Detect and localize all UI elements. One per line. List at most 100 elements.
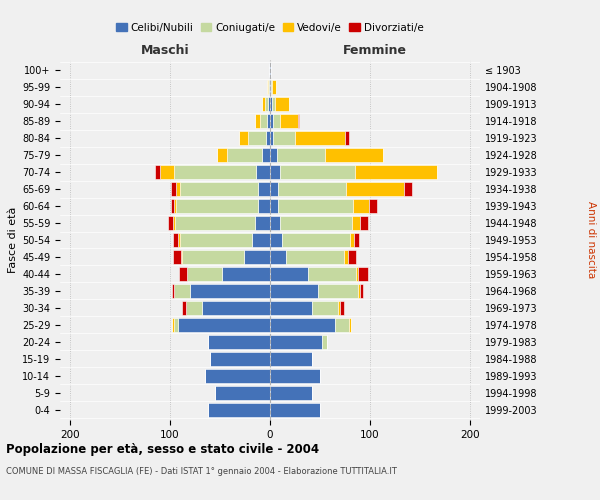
- Text: Maschi: Maschi: [140, 44, 190, 57]
- Bar: [270, 132, 273, 145]
- Bar: [255, 216, 270, 230]
- Bar: [358, 284, 360, 298]
- Bar: [258, 199, 270, 213]
- Bar: [270, 335, 322, 348]
- Bar: [239, 132, 248, 145]
- Bar: [215, 386, 270, 400]
- Bar: [208, 335, 270, 348]
- Bar: [345, 132, 349, 145]
- Bar: [269, 64, 270, 77]
- Bar: [278, 182, 346, 196]
- Bar: [222, 267, 270, 281]
- Bar: [178, 233, 180, 247]
- Bar: [262, 148, 270, 162]
- Text: Femmine: Femmine: [343, 44, 407, 57]
- Bar: [338, 301, 340, 314]
- Bar: [173, 250, 181, 264]
- Bar: [272, 80, 276, 94]
- Bar: [182, 301, 186, 314]
- Bar: [270, 386, 312, 400]
- Bar: [248, 132, 266, 145]
- Text: COMUNE DI MASSA FISCAGLIA (FE) - Dati ISTAT 1° gennaio 2004 - Elaborazione TUTTI: COMUNE DI MASSA FISCAGLIA (FE) - Dati IS…: [6, 468, 397, 476]
- Bar: [174, 284, 190, 298]
- Bar: [280, 166, 355, 179]
- Bar: [271, 80, 272, 94]
- Bar: [270, 148, 277, 162]
- Bar: [270, 114, 273, 128]
- Y-axis label: Fasce di età: Fasce di età: [8, 207, 18, 273]
- Bar: [273, 114, 280, 128]
- Bar: [277, 148, 325, 162]
- Bar: [270, 369, 320, 382]
- Bar: [174, 166, 256, 179]
- Bar: [173, 233, 178, 247]
- Bar: [348, 250, 356, 264]
- Bar: [155, 166, 160, 179]
- Bar: [280, 216, 352, 230]
- Bar: [190, 284, 270, 298]
- Bar: [265, 98, 268, 111]
- Bar: [369, 199, 377, 213]
- Bar: [355, 166, 437, 179]
- Bar: [186, 301, 202, 314]
- Bar: [252, 233, 270, 247]
- Bar: [208, 403, 270, 416]
- Bar: [344, 250, 348, 264]
- Bar: [322, 335, 327, 348]
- Bar: [179, 267, 187, 281]
- Bar: [278, 199, 353, 213]
- Bar: [176, 199, 258, 213]
- Bar: [227, 148, 262, 162]
- Bar: [270, 318, 335, 332]
- Bar: [174, 318, 178, 332]
- Bar: [280, 114, 298, 128]
- Bar: [308, 267, 356, 281]
- Bar: [318, 284, 358, 298]
- Bar: [354, 233, 359, 247]
- Bar: [270, 284, 318, 298]
- Bar: [172, 284, 174, 298]
- Bar: [335, 318, 349, 332]
- Bar: [340, 301, 344, 314]
- Bar: [182, 250, 244, 264]
- Bar: [270, 166, 280, 179]
- Bar: [262, 98, 265, 111]
- Text: Anni di nascita: Anni di nascita: [586, 202, 596, 278]
- Bar: [273, 132, 295, 145]
- Bar: [270, 199, 278, 213]
- Bar: [174, 199, 176, 213]
- Bar: [358, 267, 368, 281]
- Bar: [275, 98, 289, 111]
- Bar: [349, 318, 351, 332]
- Bar: [352, 216, 360, 230]
- Bar: [404, 182, 412, 196]
- Bar: [360, 216, 368, 230]
- Bar: [270, 64, 271, 77]
- Bar: [160, 166, 174, 179]
- Bar: [176, 182, 180, 196]
- Bar: [171, 199, 174, 213]
- Bar: [260, 114, 267, 128]
- Bar: [270, 216, 280, 230]
- Bar: [350, 233, 354, 247]
- Bar: [255, 114, 260, 128]
- Bar: [270, 233, 282, 247]
- Bar: [181, 250, 182, 264]
- Bar: [270, 403, 320, 416]
- Bar: [269, 80, 270, 94]
- Bar: [178, 318, 270, 332]
- Bar: [346, 182, 404, 196]
- Bar: [180, 233, 252, 247]
- Bar: [270, 250, 286, 264]
- Bar: [171, 182, 176, 196]
- Bar: [175, 216, 255, 230]
- Bar: [205, 369, 270, 382]
- Bar: [325, 148, 383, 162]
- Bar: [202, 301, 270, 314]
- Bar: [187, 267, 222, 281]
- Bar: [256, 166, 270, 179]
- Bar: [267, 80, 268, 94]
- Bar: [286, 250, 344, 264]
- Bar: [356, 267, 358, 281]
- Bar: [272, 98, 275, 111]
